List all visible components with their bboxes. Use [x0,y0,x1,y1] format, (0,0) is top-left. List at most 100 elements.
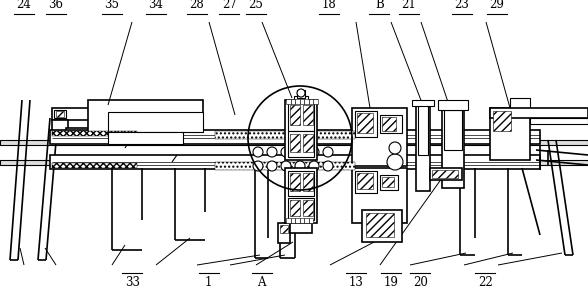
Bar [432,170,458,178]
Circle shape [281,161,291,171]
Text: 24: 24 [16,0,31,11]
Circle shape [281,147,291,157]
Bar [88,100,203,132]
Circle shape [389,142,401,154]
Bar [438,100,468,110]
Bar [280,225,288,233]
Bar [286,218,290,223]
Bar [382,177,394,187]
Bar [309,99,313,104]
Bar [290,200,300,216]
Bar [299,99,304,104]
Text: 23: 23 [454,0,469,11]
Text: 1: 1 [205,276,212,287]
Bar [313,99,318,104]
Bar [303,200,313,216]
Circle shape [323,161,333,171]
Text: B: B [375,0,383,11]
Bar [290,223,312,233]
Bar [50,155,540,169]
Bar [295,99,299,104]
Bar [490,108,530,160]
Bar [0,160,588,165]
Text: 35: 35 [104,0,119,11]
Text: 25: 25 [248,0,263,11]
Bar [444,110,462,150]
Circle shape [295,161,305,171]
Circle shape [295,147,305,157]
Circle shape [253,161,263,171]
Bar [304,99,309,104]
Bar [442,108,464,188]
Bar [352,108,407,166]
Bar [56,111,64,117]
Bar [355,171,377,193]
Bar [288,131,314,157]
Circle shape [309,147,319,157]
Bar [493,111,511,131]
Bar [510,98,530,112]
Bar [50,130,540,144]
Bar [0,140,588,145]
Bar [303,105,313,125]
Bar [52,131,137,136]
Bar [418,105,428,155]
Bar [278,223,290,243]
Text: 19: 19 [383,276,399,287]
Bar [290,134,300,152]
Bar [108,112,203,132]
Bar [416,103,430,191]
Bar [52,163,137,168]
Bar [304,218,309,223]
Bar [412,100,434,106]
Text: 21: 21 [401,0,416,11]
Bar [290,218,295,223]
Text: 36: 36 [48,0,64,11]
Circle shape [297,89,305,97]
Text: 20: 20 [413,276,428,287]
Bar [285,168,317,223]
Bar [290,105,300,125]
Bar [52,108,92,120]
Bar [380,115,402,133]
Bar [490,108,588,118]
Bar [285,100,317,160]
Bar [297,90,305,98]
Bar [288,171,314,196]
Bar [366,213,394,237]
Text: 28: 28 [189,0,205,11]
Bar [288,103,314,131]
Bar [382,117,396,131]
Text: 18: 18 [322,0,337,11]
Bar [530,118,588,124]
Bar [54,110,66,118]
Circle shape [267,147,277,157]
Bar [357,173,373,189]
Bar [52,120,68,138]
Bar [295,218,299,223]
Bar [288,198,314,220]
Bar [303,134,313,152]
Bar [355,111,377,137]
Text: A: A [258,276,266,287]
Bar [357,113,373,133]
Bar [303,173,313,191]
Bar [108,132,183,144]
Bar [352,168,407,223]
Circle shape [387,154,403,170]
Bar [290,99,295,104]
Bar [362,210,402,242]
Text: 27: 27 [222,0,237,11]
Circle shape [323,147,333,157]
Bar [215,131,355,139]
Text: 34: 34 [148,0,163,11]
Text: 22: 22 [477,276,493,287]
Text: 33: 33 [125,276,140,287]
Circle shape [309,161,319,171]
Bar [380,175,398,190]
Bar [215,162,355,170]
Bar [66,128,108,138]
Circle shape [253,147,263,157]
Bar [294,96,308,102]
Bar [290,173,300,191]
